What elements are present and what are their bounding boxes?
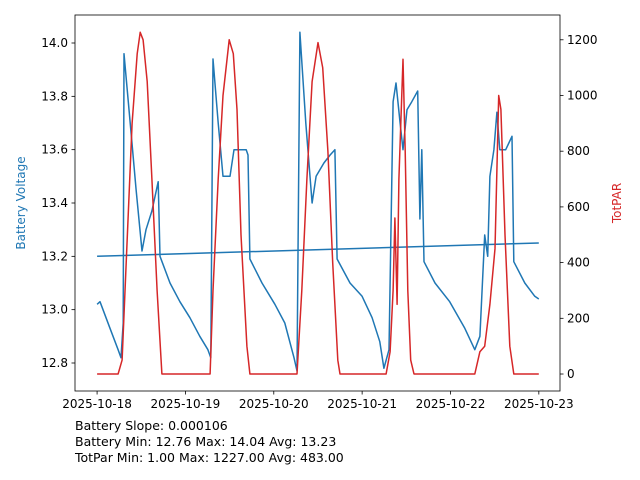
y-right-tick-label: 0	[567, 367, 575, 381]
y-right-tick-label: 1200	[567, 33, 598, 47]
y-right-tick-label: 800	[567, 144, 590, 158]
x-tick-label: 2025-10-19	[151, 397, 221, 411]
x-tick-label: 2025-10-22	[416, 397, 486, 411]
y-right-tick-label: 600	[567, 200, 590, 214]
annotation-battery-stats: Battery Min: 12.76 Max: 14.04 Avg: 13.23	[75, 434, 336, 449]
y-right-tick-label: 200	[567, 311, 590, 325]
y-left-tick-label: 13.4	[41, 196, 68, 210]
y-left-tick-label: 13.0	[41, 303, 68, 317]
y-left-tick-label: 13.6	[41, 143, 68, 157]
battery-voltage-line	[96, 31, 540, 372]
y-axis-right-label: TotPAR	[610, 183, 624, 224]
x-axis: 2025-10-18 2025-10-19 2025-10-20 2025-10-21…	[62, 391, 574, 411]
totpar-line	[97, 31, 539, 375]
annotation-totpar-stats: TotPar Min: 1.00 Max: 1227.00 Avg: 483.0…	[74, 450, 344, 465]
y-left-tick-label: 14.0	[41, 36, 68, 50]
y-left-tick-label: 13.8	[41, 89, 68, 103]
y-axis-left-label: Battery Voltage	[14, 156, 28, 249]
x-tick-label: 2025-10-18	[62, 397, 132, 411]
x-tick-label: 2025-10-21	[327, 397, 397, 411]
y-left-tick-label: 12.8	[41, 356, 68, 370]
plot-lines	[96, 31, 540, 375]
battery-trend-line	[97, 242, 539, 258]
x-tick-label: 2025-10-23	[504, 397, 574, 411]
y-right-tick-label: 400	[567, 256, 590, 270]
x-tick-label: 2025-10-20	[239, 397, 309, 411]
y-axis-right: 0 200 400 600 800 1000 1200	[560, 33, 598, 381]
y-left-tick-label: 13.2	[41, 249, 68, 263]
y-axis-left: 12.8 13.0 13.2 13.4 13.6 13.8 14.0	[41, 36, 75, 370]
plot-frame	[74, 14, 561, 392]
annotation-battery-slope: Battery Slope: 0.000106	[75, 418, 228, 433]
y-right-tick-label: 1000	[567, 88, 598, 102]
